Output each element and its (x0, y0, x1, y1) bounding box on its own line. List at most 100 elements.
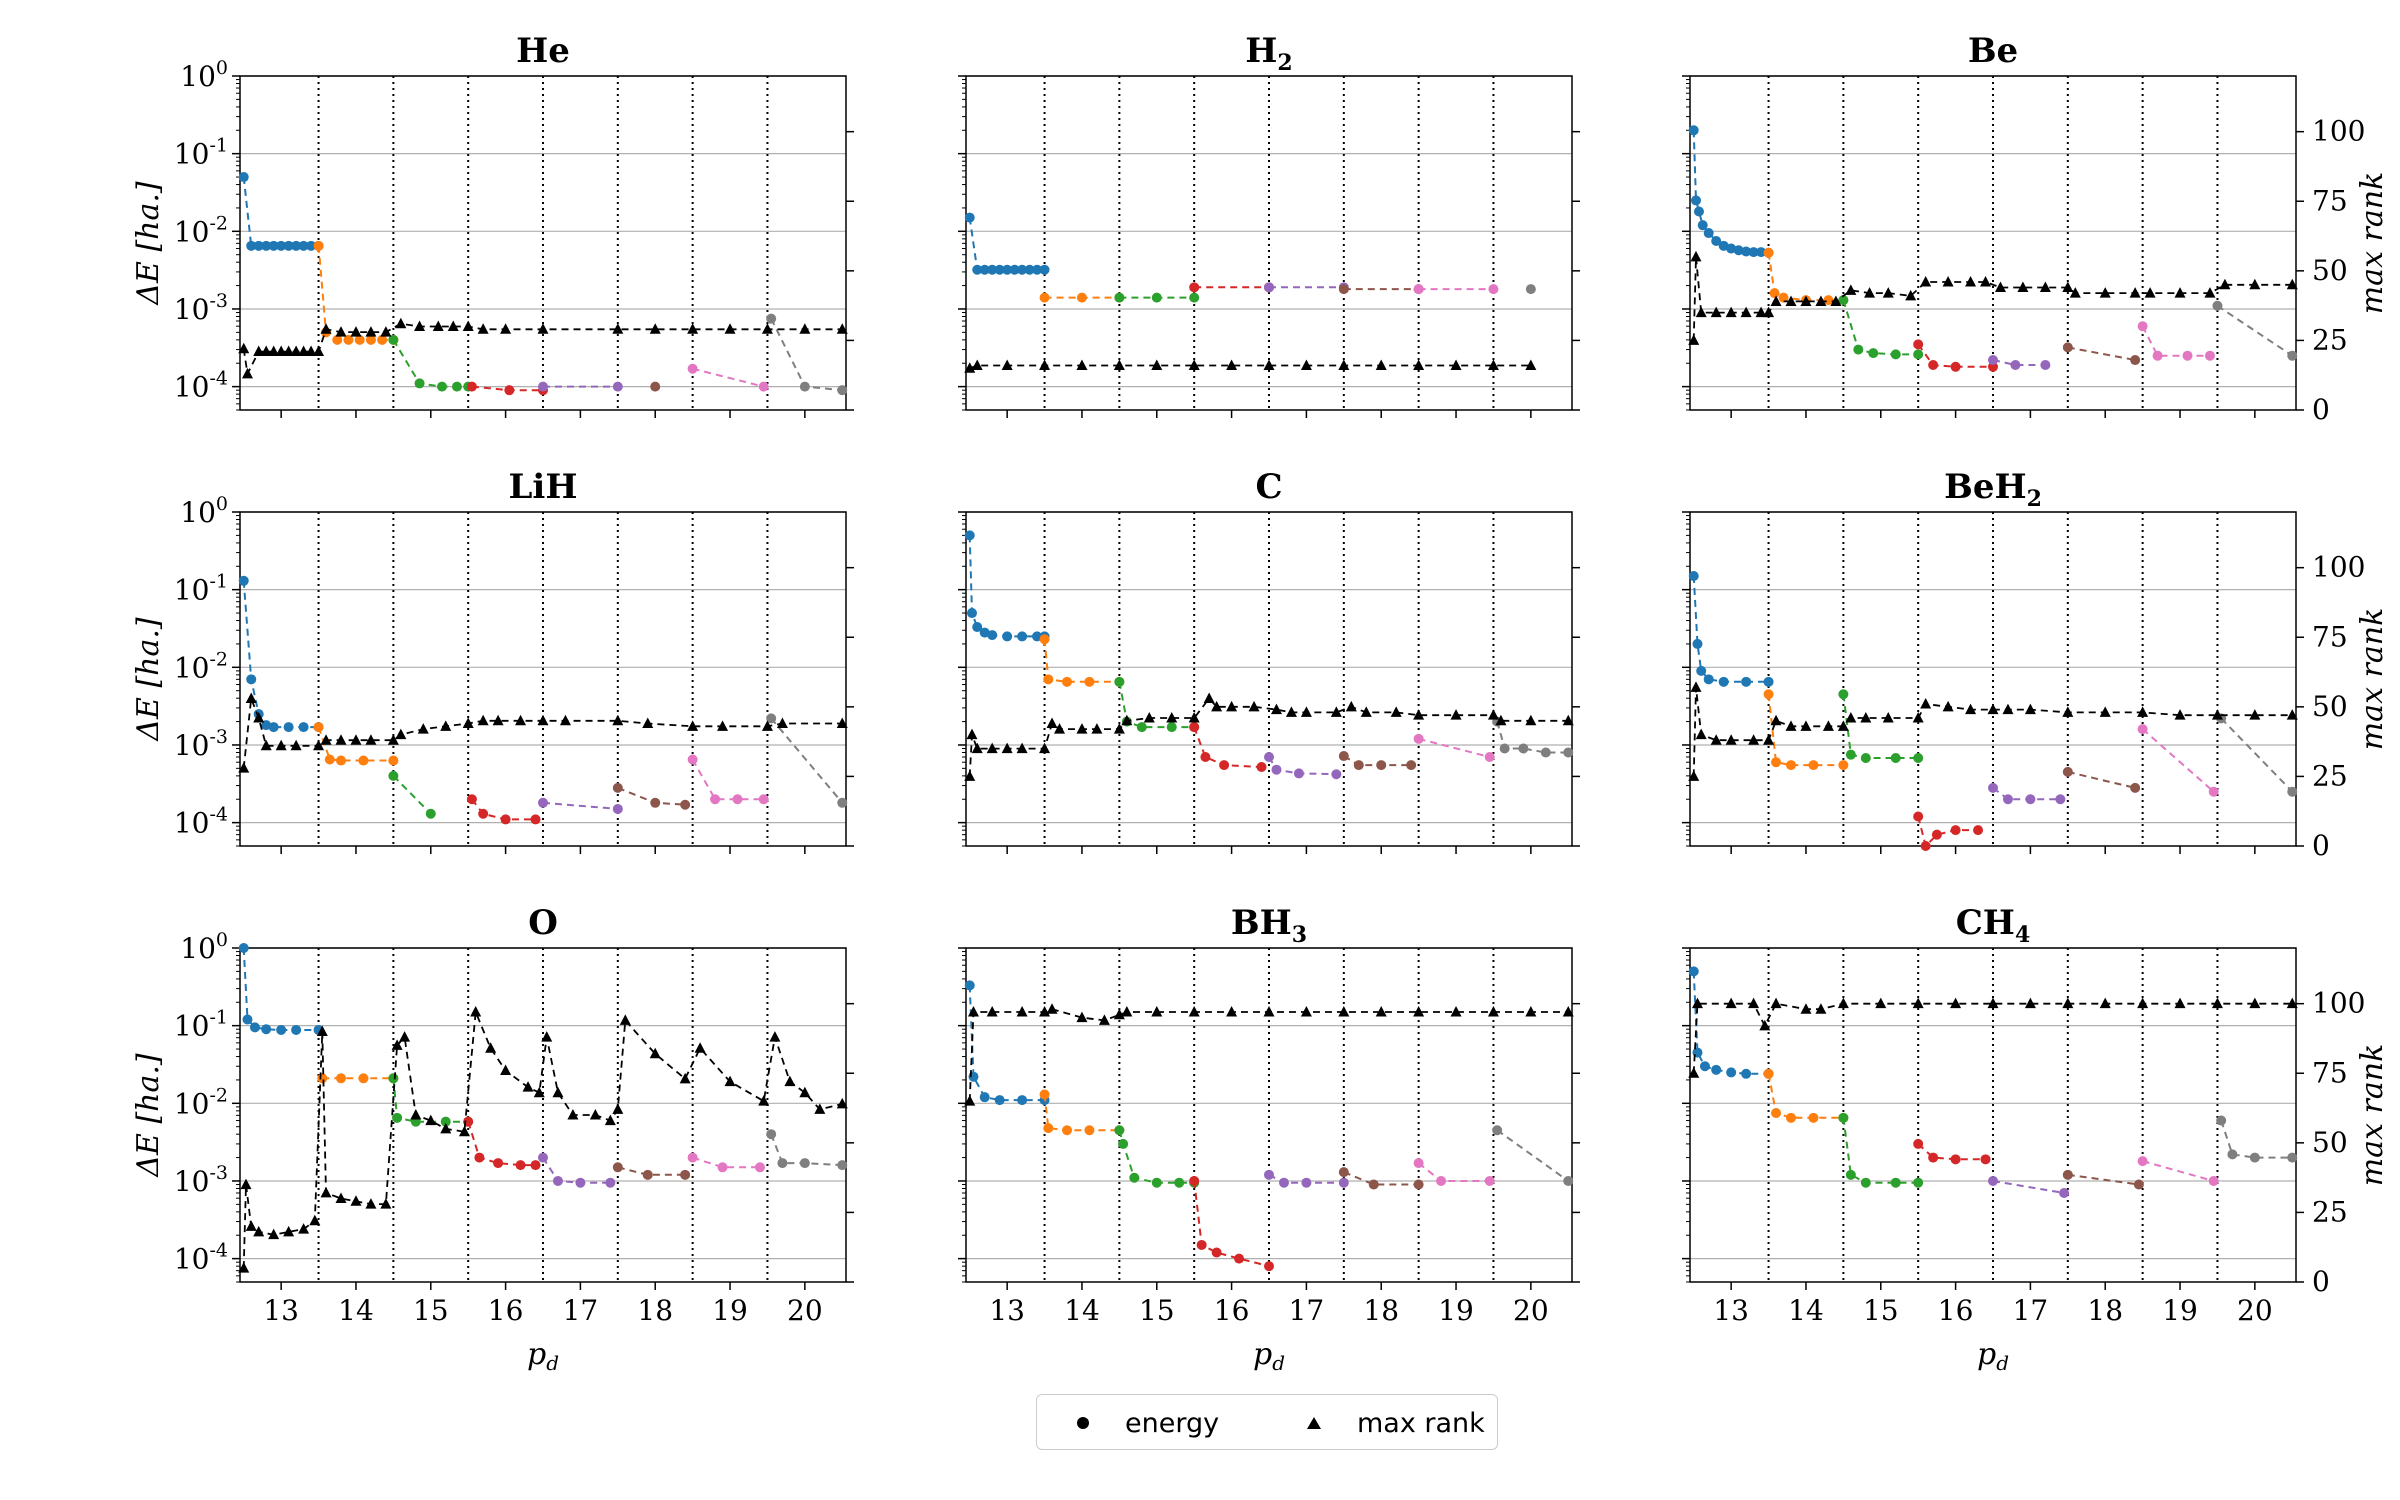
energy-point (777, 1158, 788, 1169)
rank-point (964, 362, 976, 373)
energy-point (979, 264, 990, 275)
energy-point (1726, 243, 1737, 254)
energy-point (466, 381, 477, 392)
energy-point (261, 240, 272, 251)
energy-line-group-6 (2067, 1173, 2140, 1186)
rank-point (391, 1039, 403, 1050)
energy-point (2055, 794, 2066, 805)
rank-point (649, 1047, 661, 1059)
rank-point (290, 739, 302, 751)
rank-point (275, 739, 287, 751)
rank-point (238, 342, 250, 354)
x-tick-label: 13 (1713, 1294, 1749, 1327)
rank-point (649, 323, 661, 334)
energy-line-group-2 (1767, 1073, 1844, 1119)
energy-point (2249, 1152, 2260, 1163)
rank-point (1725, 734, 1737, 745)
energy-point (474, 1152, 485, 1163)
rank-point (1725, 306, 1737, 318)
energy-point (1436, 1175, 1447, 1186)
energy-point (1980, 1154, 1991, 1165)
energy-line-group-1 (968, 535, 1045, 638)
rank-point (552, 1086, 564, 1098)
energy-point (1950, 825, 1961, 836)
energy-point (1890, 752, 1901, 763)
rank-point (1263, 1006, 1275, 1017)
energy-point (1264, 1169, 1274, 1180)
energy-point (2212, 300, 2223, 311)
energy-point (2062, 342, 2073, 353)
rank-point (612, 1103, 624, 1114)
energy-point (1860, 1177, 1871, 1188)
y-axis-label: ΔE [ha.] (131, 617, 166, 742)
energy-point (354, 334, 365, 345)
rank-point (1270, 703, 1282, 715)
y2-tick-label: 75 (2312, 620, 2348, 653)
energy-point (365, 334, 376, 345)
energy-point (1988, 782, 1998, 793)
energy-point (238, 943, 249, 953)
energy-point (1711, 236, 1722, 247)
rank-point (462, 717, 474, 729)
energy-point (1540, 747, 1551, 758)
energy-line-group-1 (242, 947, 319, 1031)
rank-point (799, 1086, 811, 1098)
rank-point (1046, 1003, 1058, 1014)
energy-point (1196, 1239, 1207, 1250)
energy-line-group-4 (467, 1121, 536, 1167)
energy-point (1278, 1177, 1289, 1188)
y-axis-label: ΔE [ha.] (131, 181, 166, 306)
energy-point (1988, 1175, 1998, 1186)
energy-point (1786, 760, 1796, 771)
rank-point (1375, 359, 1387, 370)
energy-point (799, 381, 810, 392)
energy-point (1913, 1138, 1924, 1149)
rank-point (1987, 703, 1999, 715)
rank-point (1226, 1006, 1238, 1017)
energy-point (1338, 284, 1349, 295)
rank-point (387, 734, 399, 745)
rank-point (1688, 334, 1700, 345)
x-tick-label: 20 (1513, 1294, 1549, 1327)
energy-point (964, 530, 975, 541)
energy-point (1748, 247, 1759, 258)
energy-point (1062, 1125, 1072, 1136)
rank-point (836, 717, 848, 729)
rank-line (968, 697, 1569, 777)
energy-point (1189, 282, 1200, 293)
energy-line-group-8 (2220, 717, 2294, 793)
rank-point (522, 1081, 534, 1092)
rank-point (380, 326, 392, 337)
x-axis-label: pd (527, 1337, 559, 1375)
energy-point (388, 334, 399, 345)
x-tick-label: 20 (787, 1294, 823, 1327)
energy-point (612, 782, 623, 793)
energy-point (758, 381, 769, 392)
energy-line-group-5 (1992, 1180, 2065, 1194)
energy-point (2059, 1187, 2070, 1198)
rank-point (462, 320, 474, 331)
rank-point (1942, 275, 1954, 287)
x-tick-label: 13 (263, 1294, 299, 1327)
rank-point (1965, 275, 1977, 287)
rank-point (458, 1125, 470, 1137)
energy-point (1043, 1123, 1054, 1134)
rank-point (2211, 709, 2223, 720)
rank-point (799, 323, 811, 334)
rank-point (380, 1198, 392, 1209)
energy-point (478, 808, 489, 819)
y-tick-label: 100 (180, 929, 228, 965)
energy-point (1699, 1061, 1710, 1072)
energy-line-group-8 (770, 717, 844, 804)
energy-point (1696, 665, 1707, 676)
rank-point (1691, 997, 1703, 1009)
panel-o: O 100 10-1 10-2 10-3 10-4 ΔE [ha.] 13 14 15 16 17 18… (131, 903, 854, 1375)
rank-point (2174, 287, 2186, 298)
energy-point (552, 1175, 563, 1186)
x-tick-label: 15 (1139, 1294, 1175, 1327)
energy-line-group-1 (968, 217, 1045, 271)
energy-point (451, 381, 462, 392)
rank-point (240, 1178, 252, 1190)
energy-point (650, 797, 661, 808)
energy-point (837, 385, 848, 396)
